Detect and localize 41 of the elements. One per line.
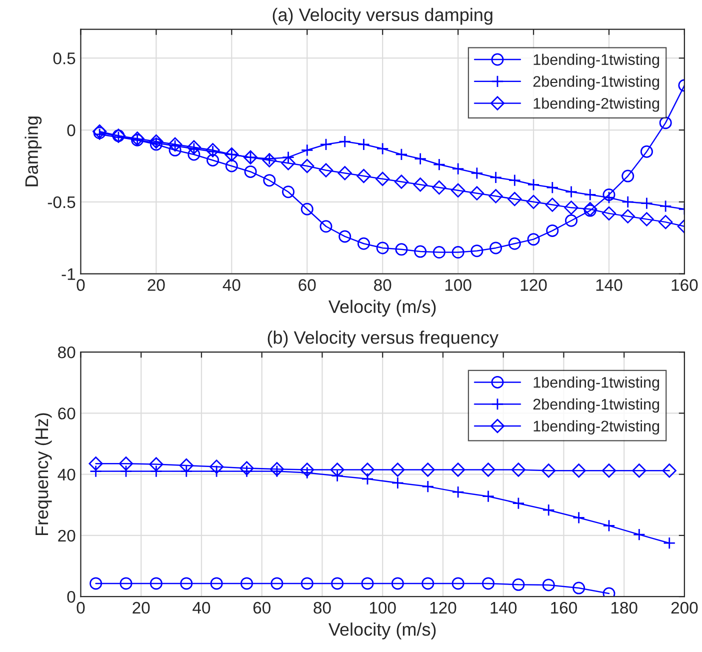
y-tick-label: 0 (67, 124, 76, 136)
y-axis-title: Damping (24, 116, 42, 186)
legend-label: 2bending-1twisting (533, 398, 660, 413)
legend-label: 1bending-1twisting (534, 54, 660, 68)
x-tick-label: 40 (222, 279, 240, 291)
x-tick-label: 40 (192, 602, 210, 614)
legend-label: 1bending-2twisting (534, 420, 660, 435)
legend-label: 1bending-1twisting (534, 376, 660, 391)
chart-title: (b) Velocity versus frequency (268, 330, 498, 348)
x-axis-title: Velocity (m/s) (328, 300, 436, 317)
x-tick-label: 0 (76, 602, 85, 614)
y-tick-label: 40 (58, 468, 76, 481)
y-tick-label: 0.5 (53, 52, 76, 64)
y-axis-title: Frequency (Hz) (34, 413, 52, 536)
x-tick-label: 160 (672, 279, 698, 291)
x-tick-label: 180 (611, 602, 638, 614)
x-tick-label: 80 (314, 602, 331, 614)
y-tick-label: 0 (67, 590, 76, 603)
y-tick-label: 80 (58, 346, 76, 358)
y-tick-label: 60 (58, 408, 76, 420)
x-tick-label: 100 (445, 279, 472, 291)
x-tick-label: 0 (76, 279, 85, 291)
x-tick-label: 60 (253, 602, 270, 614)
y-tick-label: 20 (58, 530, 76, 542)
x-tick-label: 60 (298, 279, 316, 291)
x-tick-label: 100 (370, 602, 396, 614)
chart-title: (a) Velocity versus damping (272, 8, 492, 25)
y-tick-label: -1 (62, 268, 76, 280)
x-tick-label: 140 (596, 279, 622, 291)
x-tick-label: 120 (520, 279, 547, 291)
x-tick-label: 20 (148, 279, 165, 291)
x-tick-label: 160 (551, 602, 577, 614)
legend-label: 2bending-1twisting (533, 76, 660, 90)
x-tick-label: 200 (671, 602, 698, 614)
x-tick-label: 140 (490, 602, 517, 614)
x-axis-title: Velocity (m/s) (328, 622, 436, 640)
legend-label: 1bending-2twisting (534, 98, 660, 112)
y-tick-label: -0.5 (48, 196, 76, 208)
x-tick-label: 120 (430, 602, 456, 614)
x-tick-label: 20 (132, 602, 150, 614)
x-tick-label: 80 (374, 279, 392, 291)
